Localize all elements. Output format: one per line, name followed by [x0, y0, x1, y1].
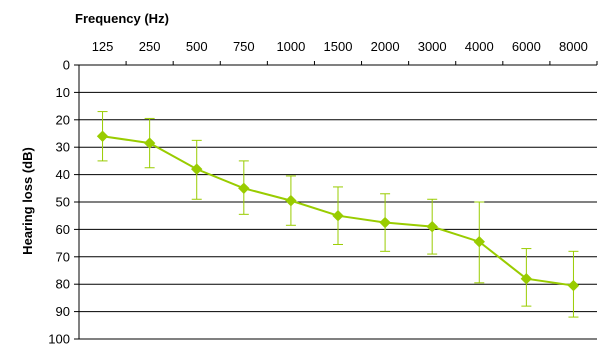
y-tick-label: 20: [56, 112, 70, 127]
x-tick-label: 500: [186, 39, 208, 54]
data-point-marker: [96, 130, 109, 142]
y-tick-label: 80: [56, 277, 70, 292]
data-point-marker: [332, 209, 344, 222]
y-tick-label: 30: [56, 140, 70, 155]
y-tick-label: 40: [56, 167, 70, 182]
x-tick-label: 2000: [371, 39, 400, 54]
data-point-marker: [285, 194, 297, 207]
data-point-marker: [191, 163, 203, 175]
y-tick-label: 0: [63, 58, 70, 73]
axes: 0 10 20 30 40 50 60 70 80 90 100 125 250 500 750 1000 15…: [48, 39, 598, 345]
data-point-marker: [426, 220, 438, 233]
x-tick-label: 1000: [276, 39, 305, 54]
x-tick-label: 8000: [559, 39, 588, 54]
y-tick-label: 90: [56, 304, 70, 319]
y-axis-title: Hearing loss (dB): [20, 147, 35, 255]
data-point-marker: [473, 236, 485, 248]
data-series: [96, 111, 580, 318]
x-tick-label: 6000: [512, 39, 541, 54]
x-tick-label: 3000: [418, 39, 447, 54]
y-tick-label: 50: [56, 195, 70, 210]
y-tick-label: 70: [56, 249, 70, 264]
x-axis-title: Frequency (Hz): [75, 11, 169, 26]
y-tick-label: 10: [56, 85, 70, 100]
x-tick-label: 250: [139, 39, 161, 54]
x-tick-label: 125: [92, 39, 114, 54]
x-tick-label: 1500: [324, 39, 353, 54]
x-tick-label: 4000: [465, 39, 494, 54]
y-tick-label: 100: [48, 332, 70, 345]
data-point-marker: [143, 137, 156, 149]
data-point-marker: [567, 279, 580, 292]
data-point-marker: [379, 216, 391, 229]
data-point-marker: [520, 273, 533, 285]
x-tick-label: 750: [233, 39, 255, 54]
data-point-marker: [238, 182, 250, 195]
y-tick-label: 60: [56, 222, 70, 237]
